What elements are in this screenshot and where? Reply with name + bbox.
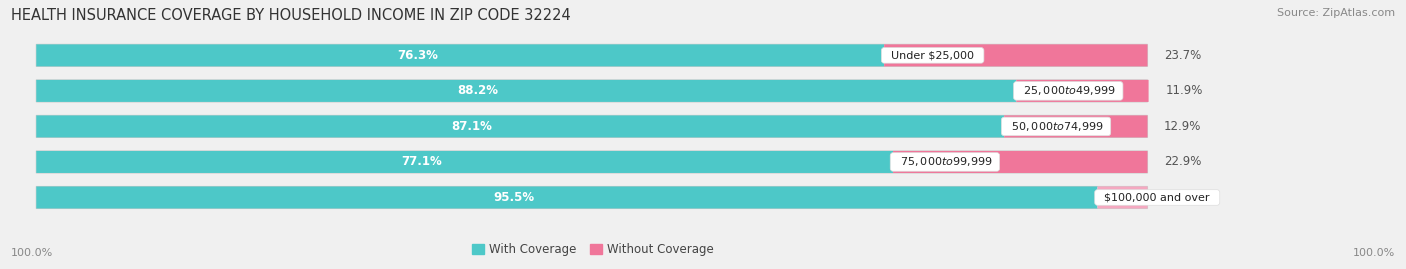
FancyBboxPatch shape xyxy=(37,115,1147,137)
Text: $50,000 to $74,999: $50,000 to $74,999 xyxy=(1004,120,1108,133)
Text: 12.9%: 12.9% xyxy=(1164,120,1202,133)
Text: $75,000 to $99,999: $75,000 to $99,999 xyxy=(893,155,997,168)
Text: $100,000 and over: $100,000 and over xyxy=(1098,193,1218,203)
Text: 88.2%: 88.2% xyxy=(457,84,498,97)
Text: $25,000 to $49,999: $25,000 to $49,999 xyxy=(1017,84,1121,97)
FancyBboxPatch shape xyxy=(37,186,1147,208)
Text: 100.0%: 100.0% xyxy=(1353,248,1395,258)
Text: 11.9%: 11.9% xyxy=(1166,84,1202,97)
Text: 76.3%: 76.3% xyxy=(398,49,439,62)
FancyBboxPatch shape xyxy=(37,151,1147,173)
Text: Under $25,000: Under $25,000 xyxy=(884,50,981,60)
FancyBboxPatch shape xyxy=(37,44,1147,66)
FancyBboxPatch shape xyxy=(37,151,893,173)
FancyBboxPatch shape xyxy=(37,44,884,66)
Text: Source: ZipAtlas.com: Source: ZipAtlas.com xyxy=(1277,8,1395,18)
Text: 77.1%: 77.1% xyxy=(402,155,443,168)
FancyBboxPatch shape xyxy=(37,80,1147,102)
FancyBboxPatch shape xyxy=(1004,115,1147,137)
FancyBboxPatch shape xyxy=(1098,186,1147,208)
Text: 23.7%: 23.7% xyxy=(1164,49,1201,62)
FancyBboxPatch shape xyxy=(893,151,1147,173)
Text: 22.9%: 22.9% xyxy=(1164,155,1202,168)
Text: HEALTH INSURANCE COVERAGE BY HOUSEHOLD INCOME IN ZIP CODE 32224: HEALTH INSURANCE COVERAGE BY HOUSEHOLD I… xyxy=(11,8,571,23)
FancyBboxPatch shape xyxy=(1017,80,1149,102)
Text: 87.1%: 87.1% xyxy=(451,120,492,133)
Text: 4.5%: 4.5% xyxy=(1164,191,1194,204)
FancyBboxPatch shape xyxy=(37,80,1017,102)
FancyBboxPatch shape xyxy=(37,115,1004,137)
FancyBboxPatch shape xyxy=(37,186,1098,208)
Text: 95.5%: 95.5% xyxy=(494,191,534,204)
Text: 100.0%: 100.0% xyxy=(11,248,53,258)
Legend: With Coverage, Without Coverage: With Coverage, Without Coverage xyxy=(472,243,713,256)
FancyBboxPatch shape xyxy=(884,44,1147,66)
